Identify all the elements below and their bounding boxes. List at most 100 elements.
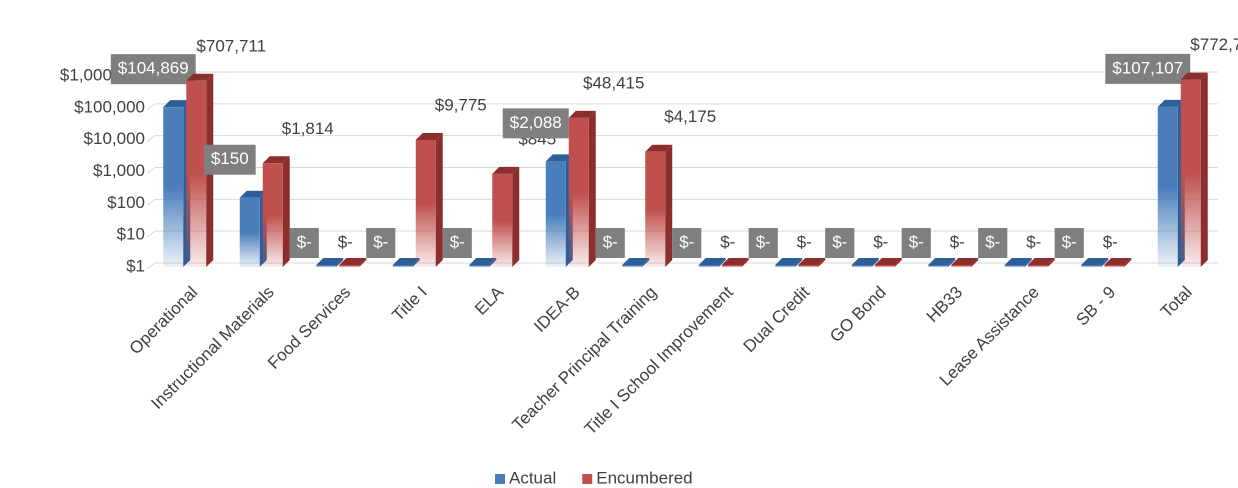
x-tick-label: Dual Credit	[740, 282, 814, 356]
bar-top	[851, 258, 879, 265]
data-label-box	[203, 144, 256, 175]
bar	[1157, 106, 1178, 268]
data-label: $-	[338, 232, 353, 251]
bar	[1104, 265, 1125, 267]
data-label-box	[672, 228, 702, 258]
data-label: $-	[748, 228, 778, 258]
data-label: $-	[873, 232, 888, 251]
bar-top	[1104, 258, 1132, 265]
bar-top	[645, 144, 673, 152]
bar	[622, 265, 643, 267]
bar-top	[951, 258, 979, 265]
legend-label: Actual	[509, 468, 556, 487]
data-label: $-	[1103, 232, 1118, 251]
grid-line	[146, 230, 156, 238]
x-tick-label: GO Bond	[826, 283, 890, 347]
x-tick-label: Teacher Principal Training	[508, 283, 660, 435]
data-label-box	[825, 228, 855, 258]
bar-side	[741, 258, 749, 267]
grid-line	[146, 135, 156, 143]
bar	[316, 265, 337, 267]
bar-top	[1004, 258, 1032, 265]
bar-top	[568, 110, 596, 118]
y-tick-label: $1	[126, 256, 145, 275]
x-tick-label: HB33	[923, 283, 967, 327]
data-label-box	[748, 228, 778, 258]
bar-top	[262, 156, 290, 164]
y-tick-label: $10,000	[84, 129, 145, 148]
data-label: $-	[289, 228, 319, 258]
bar	[239, 197, 260, 267]
bar-side	[1124, 258, 1132, 267]
data-label: $-	[1054, 228, 1084, 258]
data-label-text: $-	[373, 232, 388, 251]
bar	[851, 265, 872, 267]
data-label: $48,415	[583, 73, 644, 92]
data-label: $772,735	[1190, 35, 1238, 54]
bar-top	[698, 258, 726, 265]
data-label-text: $104,869	[118, 59, 189, 78]
bar-top	[186, 73, 214, 81]
bar	[951, 265, 972, 267]
bar	[645, 151, 666, 267]
bar	[1081, 265, 1102, 267]
data-label-box	[595, 228, 625, 258]
data-label: $-	[797, 232, 812, 251]
bar-side	[948, 258, 956, 267]
x-tick-label: SB - 9	[1072, 283, 1119, 330]
data-label-box	[1054, 228, 1084, 258]
y-tick-label: $100,000	[74, 97, 145, 116]
bar-top	[874, 258, 902, 265]
x-tick-label: ELA	[471, 282, 508, 319]
data-label: $-	[720, 232, 735, 251]
x-tick-label: Total	[1157, 283, 1196, 322]
bar	[928, 265, 949, 267]
data-label: $-	[595, 228, 625, 258]
grid-line	[146, 167, 156, 174]
bar	[163, 107, 184, 268]
data-label-text: $-	[679, 232, 694, 251]
data-label: $-	[672, 228, 702, 258]
legend-swatch	[582, 474, 593, 484]
bar	[798, 265, 819, 267]
bar-side	[336, 258, 344, 267]
bar-top	[721, 258, 749, 265]
data-label: $107,107	[1105, 53, 1191, 84]
bar-side	[435, 132, 443, 267]
bar	[568, 117, 589, 267]
data-label-text: $2,088	[510, 113, 562, 132]
y-tick-label: $10	[117, 225, 145, 244]
bar-side	[894, 258, 902, 267]
grid-line	[146, 198, 156, 206]
bar	[1027, 265, 1048, 267]
y-tick-label: $1,000	[93, 161, 145, 180]
grid-line	[146, 262, 156, 270]
bar-top	[163, 100, 191, 108]
data-label-text: $-	[297, 232, 312, 251]
bar	[775, 265, 796, 267]
data-label-text: $-	[756, 232, 771, 251]
data-label-text: $-	[832, 232, 847, 251]
x-tick-label: Operational	[126, 283, 202, 359]
bar-top	[469, 258, 497, 265]
bar-side	[795, 258, 803, 267]
bar-top	[392, 258, 420, 265]
bar-top	[1027, 258, 1055, 265]
y-tick-label: $100	[107, 193, 145, 212]
data-label-box	[366, 228, 396, 258]
data-label-text: $-	[1062, 232, 1077, 251]
bar	[698, 265, 719, 267]
data-label: $1,814	[282, 119, 334, 138]
data-label-text: $150	[211, 149, 249, 168]
data-label-text: $-	[985, 232, 1000, 251]
bar	[1004, 265, 1025, 267]
bar-top	[928, 258, 956, 265]
data-label-text: $107,107	[1112, 58, 1183, 77]
bar-top	[1081, 258, 1109, 265]
bar	[469, 265, 490, 267]
bar-side	[1101, 258, 1109, 267]
data-label: $104,869	[110, 54, 196, 85]
x-tick-label: Title I	[388, 283, 430, 325]
data-label: $707,711	[196, 36, 266, 55]
data-label: $-	[950, 232, 965, 251]
